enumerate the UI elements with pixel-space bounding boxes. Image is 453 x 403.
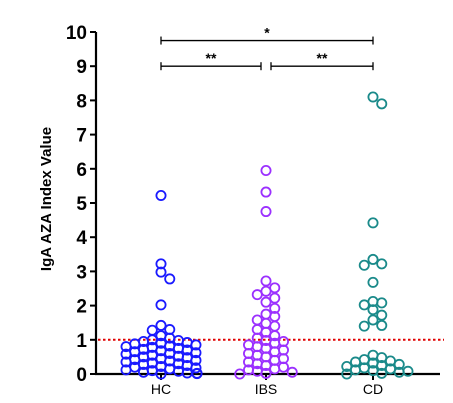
data-point-ibs — [251, 314, 263, 326]
data-point-cd — [367, 304, 379, 316]
data-point-cd — [376, 98, 388, 110]
y-tick-label: 5 — [76, 194, 87, 215]
y-tick-label: 8 — [76, 91, 87, 112]
data-point-ibs — [260, 186, 272, 198]
data-point-ibs — [260, 165, 272, 177]
significance-label: ** — [206, 50, 217, 66]
data-point-ibs — [269, 292, 281, 304]
y-tick-label: 2 — [76, 297, 87, 318]
data-point-hc — [138, 366, 150, 378]
data-point-hc — [146, 324, 158, 336]
significance-label: * — [264, 25, 270, 41]
data-point-ibs — [260, 275, 272, 287]
data-point-ibs — [260, 296, 272, 308]
data-point-cd — [358, 259, 370, 271]
data-point-ibs — [269, 363, 281, 375]
data-point-ibs — [260, 206, 272, 218]
data-point-hc — [155, 299, 167, 311]
y-tick-label: 0 — [76, 365, 87, 386]
data-point-cd — [350, 364, 362, 376]
y-tick-label: 1 — [76, 331, 87, 352]
significance-label: ** — [317, 50, 328, 66]
data-point-cd — [393, 366, 405, 378]
data-point-hc — [120, 364, 132, 376]
data-point-cd — [376, 367, 388, 379]
data-point-ibs — [260, 317, 272, 329]
data-point-cd — [376, 309, 388, 321]
data-point-hc — [120, 356, 132, 368]
data-point-ibs — [286, 366, 298, 378]
data-point-cd — [376, 297, 388, 309]
data-point-ibs — [269, 302, 281, 314]
data-point-hc — [190, 347, 202, 359]
data-point-hc — [190, 339, 202, 351]
data-point-hc — [191, 368, 203, 380]
y-axis: 0 1 2 3 4 5 6 7 8 9 10 — [66, 23, 98, 386]
data-point-cd — [367, 91, 379, 103]
x-tick-label: HC — [151, 381, 171, 397]
data-point-cd — [341, 368, 353, 380]
x-tick-label: IBS — [255, 381, 278, 397]
data-point-ibs — [260, 367, 272, 379]
data-point-hc — [155, 266, 167, 278]
y-tick-label: 4 — [76, 228, 87, 249]
y-tick-label: 10 — [66, 23, 87, 44]
data-points — [120, 91, 414, 380]
data-point-ibs — [269, 320, 281, 332]
data-point-hc — [190, 354, 202, 366]
data-point-hc — [155, 319, 167, 331]
data-point-cd — [367, 314, 379, 326]
data-point-cd — [350, 356, 362, 368]
data-point-cd — [376, 319, 388, 331]
data-point-cd — [376, 258, 388, 270]
data-point-hc — [155, 258, 167, 270]
data-point-hc — [120, 348, 132, 360]
y-axis-title: IgA AZA Index Value — [38, 127, 55, 271]
y-tick-label: 9 — [76, 57, 87, 78]
y-tick-label: 3 — [76, 262, 87, 283]
data-point-ibs — [260, 308, 272, 320]
x-tick-label: CD — [363, 381, 383, 397]
data-point-hc — [190, 362, 202, 374]
data-point-ibs — [251, 289, 263, 301]
data-point-cd — [393, 358, 405, 370]
data-point-cd — [358, 320, 370, 332]
y-tick-label: 6 — [76, 160, 87, 181]
data-point-hc — [155, 368, 167, 380]
data-point-hc — [164, 273, 176, 285]
data-point-ibs — [234, 368, 246, 380]
data-point-cd — [367, 217, 379, 229]
data-point-ibs — [269, 282, 281, 294]
data-point-ibs — [260, 285, 272, 297]
data-point-cd — [358, 299, 370, 311]
data-point-cd — [367, 276, 379, 288]
data-point-hc — [155, 189, 167, 201]
y-tick-label: 7 — [76, 126, 87, 147]
data-point-ibs — [269, 330, 281, 342]
data-point-hc — [120, 341, 132, 353]
data-point-cd — [367, 253, 379, 265]
significance-brackets: *** ** — [160, 25, 374, 71]
